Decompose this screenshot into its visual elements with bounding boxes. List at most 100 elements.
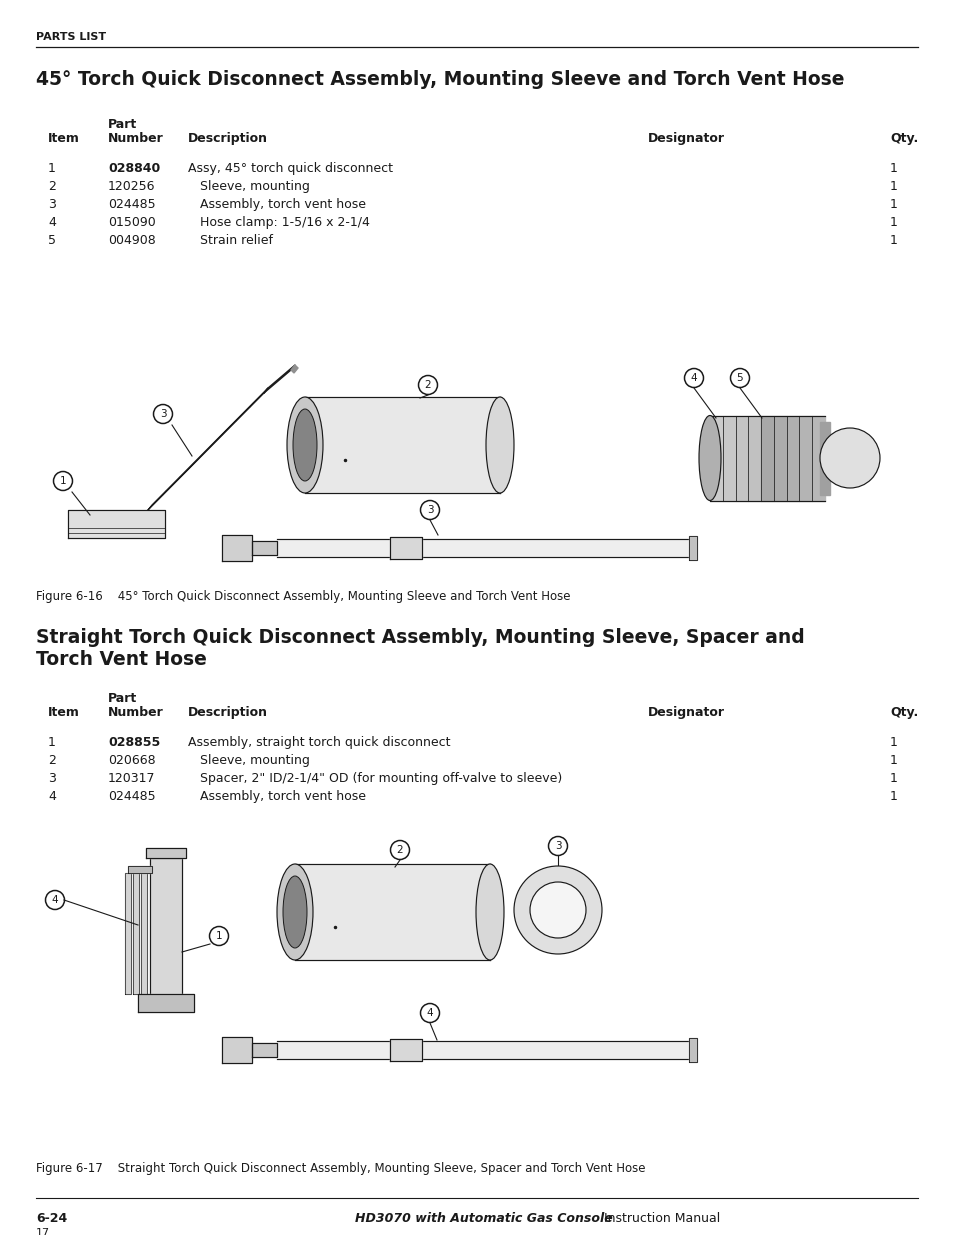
- Polygon shape: [735, 415, 747, 500]
- Text: 1: 1: [889, 198, 897, 211]
- Text: 5: 5: [736, 373, 742, 383]
- Text: 3: 3: [159, 409, 166, 419]
- Ellipse shape: [287, 396, 323, 493]
- Ellipse shape: [293, 409, 316, 480]
- Text: 4: 4: [690, 373, 697, 383]
- Polygon shape: [222, 535, 252, 561]
- Text: 6-24: 6-24: [36, 1212, 67, 1225]
- Circle shape: [514, 866, 601, 953]
- Polygon shape: [709, 415, 722, 500]
- Text: Designator: Designator: [647, 706, 724, 719]
- Polygon shape: [252, 541, 276, 555]
- Text: 5: 5: [48, 233, 56, 247]
- Text: Assembly, torch vent hose: Assembly, torch vent hose: [188, 198, 366, 211]
- Text: 4: 4: [48, 216, 56, 228]
- Text: 45° Torch Quick Disconnect Assembly, Mounting Sleeve and Torch Vent Hose: 45° Torch Quick Disconnect Assembly, Mou…: [36, 70, 843, 89]
- Text: 024485: 024485: [108, 790, 155, 803]
- Text: Assy, 45° torch quick disconnect: Assy, 45° torch quick disconnect: [188, 162, 393, 175]
- Text: 2: 2: [48, 755, 56, 767]
- Text: 3: 3: [554, 841, 560, 851]
- Text: Description: Description: [188, 132, 268, 144]
- Ellipse shape: [276, 864, 313, 960]
- Polygon shape: [222, 1037, 252, 1063]
- Text: 17: 17: [36, 1228, 51, 1235]
- Polygon shape: [688, 536, 697, 559]
- Text: 015090: 015090: [108, 216, 155, 228]
- Text: 004908: 004908: [108, 233, 155, 247]
- Text: 028855: 028855: [108, 736, 160, 748]
- Polygon shape: [132, 873, 139, 994]
- Polygon shape: [811, 415, 824, 500]
- Text: HD3070 with Automatic Gas Console: HD3070 with Automatic Gas Console: [355, 1212, 612, 1225]
- Text: 3: 3: [426, 505, 433, 515]
- Text: Qty.: Qty.: [889, 706, 918, 719]
- Polygon shape: [125, 873, 131, 994]
- Text: Item: Item: [48, 132, 80, 144]
- Polygon shape: [141, 873, 147, 994]
- Polygon shape: [390, 1039, 421, 1061]
- Polygon shape: [799, 415, 811, 500]
- Text: 2: 2: [424, 380, 431, 390]
- Ellipse shape: [485, 396, 514, 493]
- Text: Straight Torch Quick Disconnect Assembly, Mounting Sleeve, Spacer and: Straight Torch Quick Disconnect Assembly…: [36, 629, 804, 647]
- Polygon shape: [760, 415, 773, 500]
- Text: 028840: 028840: [108, 162, 160, 175]
- Text: Figure 6-17    Straight Torch Quick Disconnect Assembly, Mounting Sleeve, Spacer: Figure 6-17 Straight Torch Quick Disconn…: [36, 1162, 645, 1174]
- Text: Torch Vent Hose: Torch Vent Hose: [36, 650, 207, 669]
- Text: 120317: 120317: [108, 772, 155, 785]
- Text: 3: 3: [48, 198, 56, 211]
- Text: 4: 4: [426, 1008, 433, 1018]
- Text: 2: 2: [396, 845, 403, 855]
- Polygon shape: [390, 537, 421, 559]
- Polygon shape: [150, 858, 182, 1010]
- Polygon shape: [688, 1037, 697, 1062]
- Polygon shape: [68, 510, 165, 538]
- Text: 3: 3: [48, 772, 56, 785]
- Polygon shape: [128, 866, 152, 873]
- Text: 1: 1: [889, 162, 897, 175]
- Ellipse shape: [283, 876, 307, 948]
- Text: 1: 1: [889, 755, 897, 767]
- Polygon shape: [747, 415, 760, 500]
- Text: 020668: 020668: [108, 755, 155, 767]
- Polygon shape: [773, 415, 786, 500]
- Text: 1: 1: [889, 233, 897, 247]
- Text: PARTS LIST: PARTS LIST: [36, 32, 106, 42]
- Text: Sleeve, mounting: Sleeve, mounting: [188, 755, 310, 767]
- Text: 1: 1: [889, 216, 897, 228]
- Text: Assembly, straight torch quick disconnect: Assembly, straight torch quick disconnec…: [188, 736, 450, 748]
- Text: Sleeve, mounting: Sleeve, mounting: [188, 180, 310, 193]
- Ellipse shape: [476, 864, 503, 960]
- Text: 1: 1: [60, 475, 67, 487]
- Polygon shape: [820, 421, 829, 494]
- Text: Number: Number: [108, 706, 164, 719]
- Text: 1: 1: [889, 180, 897, 193]
- Text: 4: 4: [51, 895, 58, 905]
- Text: 1: 1: [48, 736, 56, 748]
- Text: 1: 1: [215, 931, 222, 941]
- Polygon shape: [252, 1044, 276, 1057]
- Polygon shape: [786, 415, 799, 500]
- Text: Qty.: Qty.: [889, 132, 918, 144]
- Text: Hose clamp: 1-5/16 x 2-1/4: Hose clamp: 1-5/16 x 2-1/4: [188, 216, 370, 228]
- Polygon shape: [294, 864, 490, 960]
- Polygon shape: [138, 994, 193, 1011]
- Text: 1: 1: [889, 736, 897, 748]
- Text: 4: 4: [48, 790, 56, 803]
- Circle shape: [820, 429, 879, 488]
- Polygon shape: [148, 388, 268, 510]
- Text: Item: Item: [48, 706, 80, 719]
- Text: 1: 1: [889, 790, 897, 803]
- Polygon shape: [276, 1041, 695, 1058]
- Polygon shape: [305, 396, 499, 493]
- Text: Part: Part: [108, 692, 137, 705]
- Polygon shape: [264, 366, 294, 393]
- Ellipse shape: [699, 415, 720, 500]
- Text: 120256: 120256: [108, 180, 155, 193]
- Text: Figure 6-16    45° Torch Quick Disconnect Assembly, Mounting Sleeve and Torch Ve: Figure 6-16 45° Torch Quick Disconnect A…: [36, 590, 570, 603]
- Text: Spacer, 2" ID/2-1/4" OD (for mounting off-valve to sleeve): Spacer, 2" ID/2-1/4" OD (for mounting of…: [188, 772, 561, 785]
- Text: 2: 2: [48, 180, 56, 193]
- Polygon shape: [146, 848, 186, 858]
- Text: Description: Description: [188, 706, 268, 719]
- Text: Strain relief: Strain relief: [188, 233, 273, 247]
